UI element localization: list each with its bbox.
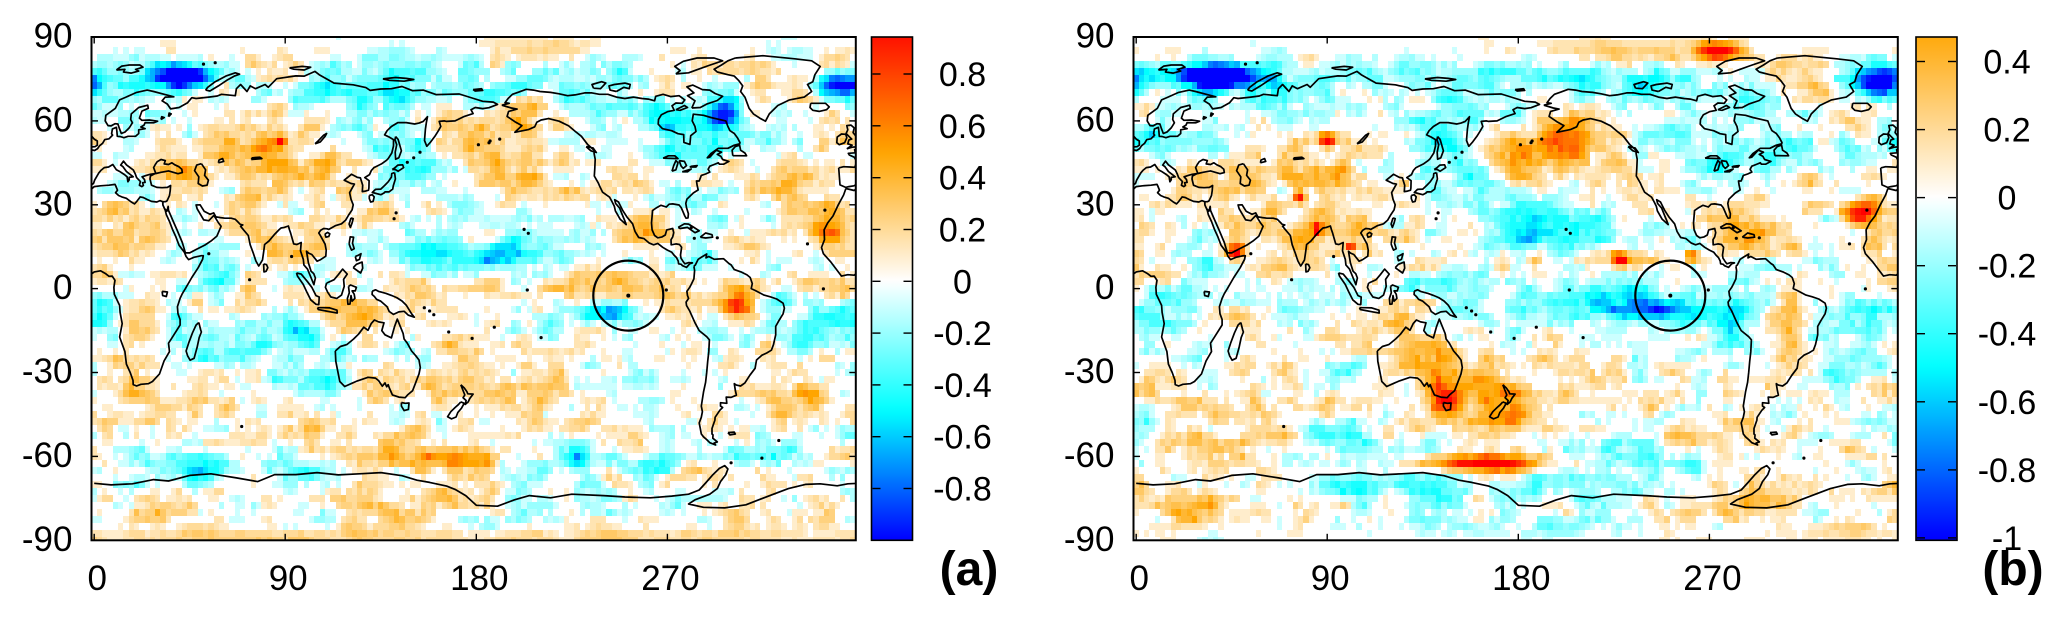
svg-text:0: 0: [1998, 180, 2017, 218]
svg-text:180: 180: [450, 559, 508, 598]
svg-text:90: 90: [1311, 559, 1350, 598]
svg-text:0.6: 0.6: [939, 108, 986, 146]
svg-text:-0.8: -0.8: [933, 471, 992, 509]
svg-text:-0.8: -0.8: [1978, 452, 2037, 490]
svg-text:-60: -60: [22, 436, 73, 475]
svg-text:270: 270: [641, 559, 699, 598]
svg-text:0.8: 0.8: [939, 56, 986, 94]
svg-text:30: 30: [1076, 184, 1115, 223]
svg-text:-30: -30: [22, 352, 73, 391]
svg-text:0: 0: [53, 268, 72, 307]
svg-text:0: 0: [1129, 559, 1148, 598]
svg-text:0.4: 0.4: [939, 160, 986, 198]
svg-text:0: 0: [87, 559, 106, 598]
svg-text:90: 90: [34, 17, 73, 56]
svg-text:180: 180: [1492, 559, 1550, 598]
svg-text:(a): (a): [940, 543, 999, 596]
svg-text:-30: -30: [1064, 352, 1115, 391]
svg-text:-0.4: -0.4: [1978, 316, 2037, 354]
svg-text:-60: -60: [1064, 436, 1115, 475]
svg-text:90: 90: [1076, 17, 1115, 56]
svg-text:0.4: 0.4: [1983, 44, 2030, 82]
svg-text:-90: -90: [1064, 520, 1115, 559]
svg-text:30: 30: [34, 184, 73, 223]
svg-text:0: 0: [1095, 268, 1114, 307]
svg-text:0.2: 0.2: [1983, 112, 2030, 150]
svg-text:0.2: 0.2: [939, 212, 986, 250]
svg-text:90: 90: [269, 559, 308, 598]
svg-text:(b): (b): [1982, 543, 2043, 596]
svg-text:60: 60: [34, 100, 73, 139]
svg-text:-90: -90: [22, 520, 73, 559]
svg-text:-0.2: -0.2: [1978, 248, 2037, 286]
svg-text:60: 60: [1076, 100, 1115, 139]
svg-text:-0.6: -0.6: [1978, 384, 2037, 422]
svg-text:270: 270: [1683, 559, 1741, 598]
svg-text:-1: -1: [1992, 520, 2022, 558]
svg-text:-0.4: -0.4: [933, 367, 992, 405]
svg-text:-0.2: -0.2: [933, 315, 992, 353]
svg-text:-0.6: -0.6: [933, 419, 992, 457]
svg-text:0: 0: [953, 263, 972, 301]
